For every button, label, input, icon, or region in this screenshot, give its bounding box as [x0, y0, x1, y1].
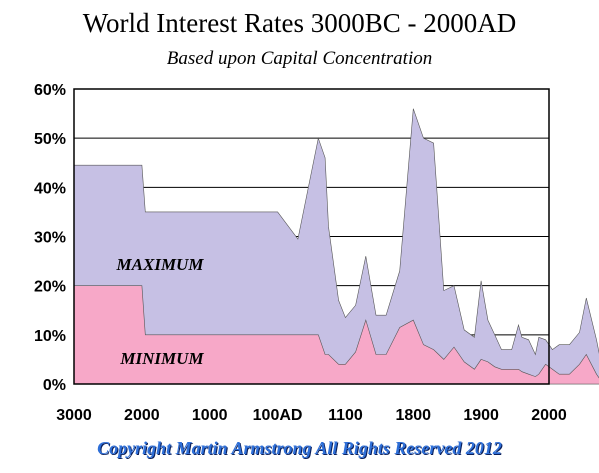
x-tick-label: 1100 [328, 407, 363, 424]
chart-subtitle: Based upon Capital Concentration [166, 48, 433, 69]
x-tick-label: 2000 [124, 407, 160, 424]
x-tick-label: 1000 [192, 407, 228, 424]
plot-frame [73, 88, 550, 385]
series-label-maximum: MAXIMUM [116, 255, 205, 274]
y-tick-label: 40% [34, 180, 66, 197]
series-label-minimum: MINIMUM [119, 349, 204, 368]
y-tick-label: 0% [43, 377, 66, 394]
y-tick-label: 10% [34, 328, 66, 345]
y-tick-label: 60% [34, 82, 66, 99]
x-tick-label: 3000 [56, 407, 92, 424]
series-maximum-area [73, 108, 599, 385]
y-tick-label: 30% [34, 230, 66, 247]
x-tick-label: 1900 [463, 407, 499, 424]
y-tick-label: 20% [34, 279, 66, 296]
x-tick-label: 2000 [531, 407, 567, 424]
x-tick-label: 100AD [253, 407, 303, 424]
y-axis: 0% 10% 20% 30% 40% 50% 60% [34, 82, 66, 394]
chart-title: World Interest Rates 3000BC - 2000AD [82, 8, 517, 38]
x-tick-label: 1800 [395, 407, 431, 424]
x-axis: 3000 2000 1000 100AD 1100 1800 1900 2000 [56, 407, 567, 424]
series-minimum-area [73, 285, 599, 385]
copyright-notice: Copyright Martin Armstrong All Rights Re… [97, 438, 502, 458]
y-tick-label: 50% [34, 131, 66, 148]
